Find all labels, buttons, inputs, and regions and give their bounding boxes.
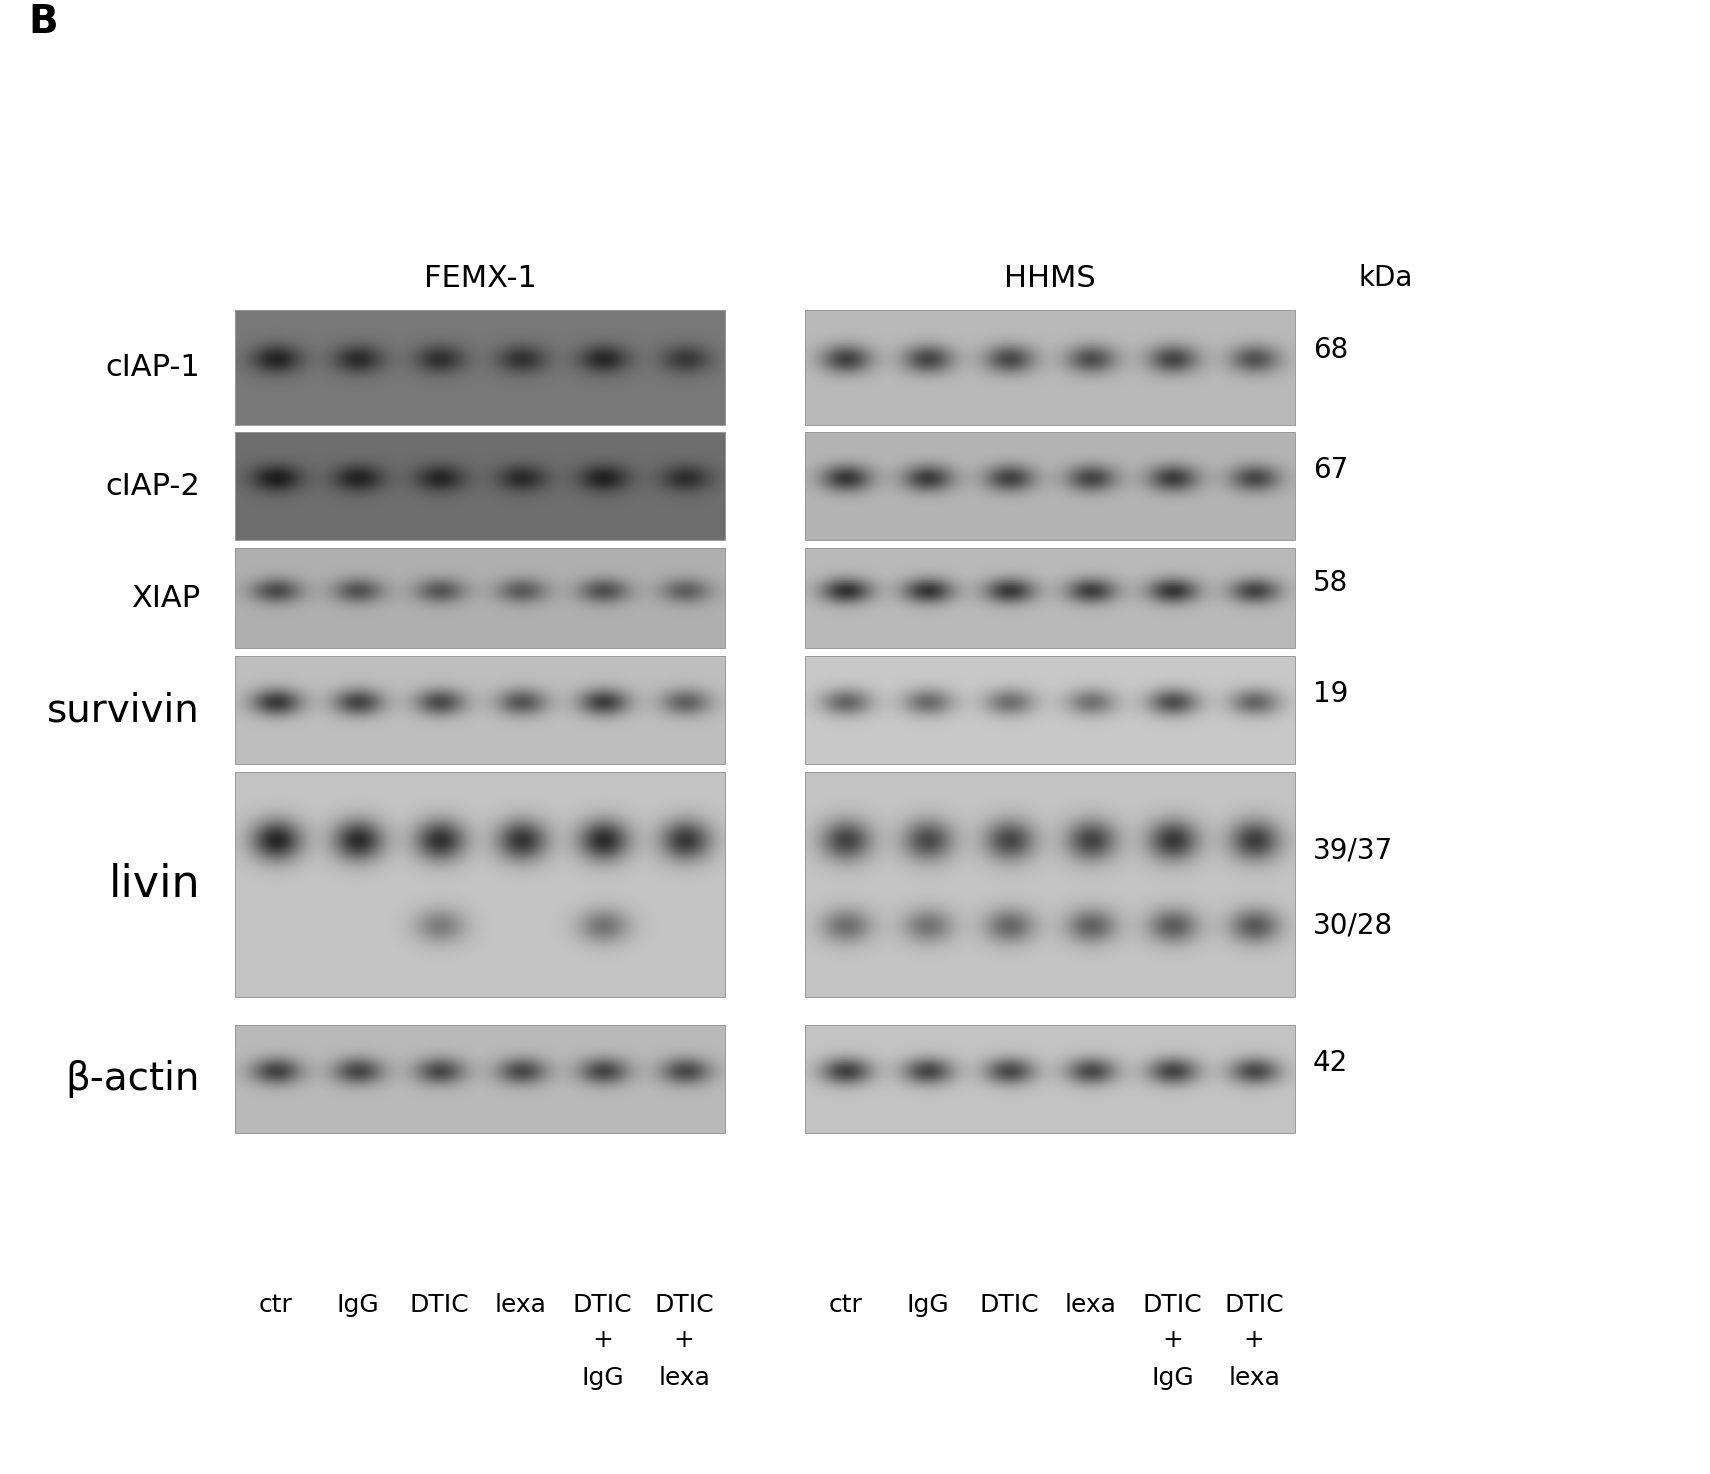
Text: lexa: lexa: [1065, 1293, 1117, 1316]
Bar: [805, 310, 1294, 425]
Text: DTIC: DTIC: [655, 1293, 715, 1316]
Text: survivin: survivin: [48, 691, 200, 730]
Text: DTIC: DTIC: [409, 1293, 469, 1316]
Bar: [805, 772, 1294, 996]
Text: lexa: lexa: [1228, 1366, 1281, 1390]
Text: 30/28: 30/28: [1313, 911, 1394, 939]
Text: DTIC: DTIC: [980, 1293, 1040, 1316]
Text: 67: 67: [1313, 455, 1347, 483]
Text: HHMS: HHMS: [1004, 264, 1096, 292]
Text: cIAP-1: cIAP-1: [106, 352, 200, 382]
Bar: [234, 432, 725, 539]
Text: DTIC: DTIC: [573, 1293, 633, 1316]
Bar: [805, 1024, 1294, 1134]
Bar: [234, 772, 725, 996]
Text: 68: 68: [1313, 336, 1347, 364]
Text: kDa: kDa: [1358, 264, 1412, 292]
Text: 42: 42: [1313, 1049, 1347, 1077]
Text: 58: 58: [1313, 569, 1347, 597]
Bar: [234, 1024, 725, 1134]
Bar: [805, 548, 1294, 649]
Text: +: +: [1163, 1328, 1183, 1352]
Text: 19: 19: [1313, 680, 1349, 708]
Text: XIAP: XIAP: [132, 584, 200, 613]
Text: livin: livin: [108, 862, 200, 907]
Text: 39/37: 39/37: [1313, 837, 1394, 865]
Text: DTIC: DTIC: [1142, 1293, 1202, 1316]
Text: β-actin: β-actin: [65, 1060, 200, 1098]
Text: IgG: IgG: [906, 1293, 949, 1316]
Text: DTIC: DTIC: [1224, 1293, 1284, 1316]
Text: IgG: IgG: [1151, 1366, 1194, 1390]
Bar: [805, 656, 1294, 764]
Bar: [805, 432, 1294, 539]
Text: ctr: ctr: [829, 1293, 864, 1316]
Text: IgG: IgG: [337, 1293, 380, 1316]
Text: cIAP-2: cIAP-2: [106, 472, 200, 501]
Text: lexa: lexa: [494, 1293, 547, 1316]
Text: IgG: IgG: [581, 1366, 624, 1390]
Text: B: B: [27, 3, 58, 41]
Bar: [234, 548, 725, 649]
Text: FEMX-1: FEMX-1: [424, 264, 537, 292]
Bar: [234, 656, 725, 764]
Bar: [234, 310, 725, 425]
Text: ctr: ctr: [258, 1293, 292, 1316]
Text: +: +: [674, 1328, 694, 1352]
Text: +: +: [1243, 1328, 1265, 1352]
Text: +: +: [592, 1328, 612, 1352]
Text: lexa: lexa: [658, 1366, 710, 1390]
